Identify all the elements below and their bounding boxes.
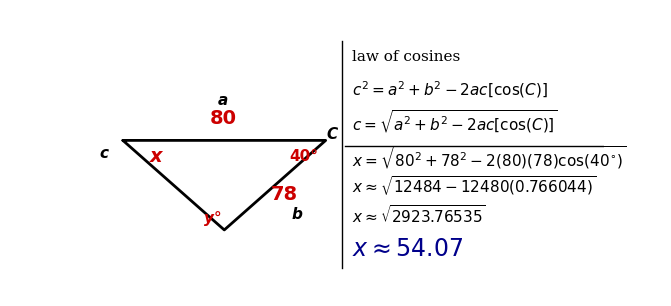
Text: $x=\sqrt{80^2+78^2-2(80)(78)\cos(40^{\circ})}$: $x=\sqrt{80^2+78^2-2(80)(78)\cos(40^{\ci… xyxy=(352,144,626,172)
Text: law of cosines: law of cosines xyxy=(352,50,460,64)
Text: a: a xyxy=(218,93,228,108)
Text: $c^2=a^2+b^2-2ac[\cos(C)]$: $c^2=a^2+b^2-2ac[\cos(C)]$ xyxy=(352,79,548,100)
Text: $x\approx\sqrt{12484-12480(0.766044)}$: $x\approx\sqrt{12484-12480(0.766044)}$ xyxy=(352,174,596,198)
Text: 78: 78 xyxy=(270,185,298,204)
Text: x: x xyxy=(150,147,162,166)
Text: 40°: 40° xyxy=(289,149,318,164)
Text: $x\approx\sqrt{2923.76535}$: $x\approx\sqrt{2923.76535}$ xyxy=(352,203,486,226)
Text: 80: 80 xyxy=(210,109,237,128)
Text: c: c xyxy=(99,146,108,161)
Text: $c=\sqrt{a^2+b^2-2ac[\cos(C)]}$: $c=\sqrt{a^2+b^2-2ac[\cos(C)]}$ xyxy=(352,109,558,136)
Text: $x\approx54.07$: $x\approx54.07$ xyxy=(352,238,463,261)
Text: b: b xyxy=(292,207,303,222)
Text: y°: y° xyxy=(204,211,221,226)
Text: C: C xyxy=(327,127,338,142)
